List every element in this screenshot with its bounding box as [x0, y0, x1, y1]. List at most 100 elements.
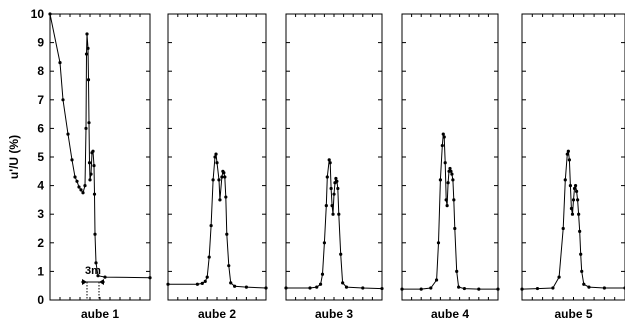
- data-point: [84, 126, 88, 130]
- panels-group: 0 1 2 3 4 5 6 7 8 9 10 aube 1 aube 2 aube 3 aube 4 aube…: [31, 7, 625, 321]
- data-point: [214, 152, 218, 156]
- data-point: [580, 269, 584, 273]
- data-point: [233, 284, 237, 288]
- panel-2: aube 2: [166, 13, 268, 321]
- data-point: [203, 279, 207, 284]
- data-point: [572, 186, 577, 191]
- data-point: [331, 212, 335, 216]
- data-point: [336, 186, 340, 191]
- data-point: [83, 184, 87, 188]
- data-point: [89, 172, 93, 176]
- data-point: [573, 184, 578, 188]
- data-point: [195, 282, 199, 286]
- data-point: [325, 175, 329, 179]
- panel-label: aube 3: [315, 307, 353, 321]
- data-point: [448, 166, 452, 171]
- data-point: [520, 287, 524, 291]
- y-tick-label: 6: [37, 121, 44, 135]
- data-point: [434, 278, 439, 282]
- data-point: [229, 281, 233, 285]
- data-point: [444, 198, 448, 202]
- data-point: [166, 282, 170, 286]
- data-point: [337, 212, 341, 216]
- data-point: [315, 285, 319, 289]
- data-point: [577, 212, 581, 216]
- panel-5: aube 5: [520, 13, 625, 321]
- panel-frame: [285, 13, 383, 301]
- data-point: [93, 232, 97, 236]
- data-point: [579, 252, 583, 256]
- y-tick-label: 1: [37, 264, 44, 278]
- y-tick-label: 5: [37, 150, 44, 164]
- panel-4: aube 4: [400, 13, 500, 321]
- y-tick-label: 10: [31, 7, 45, 21]
- data-point: [322, 241, 326, 245]
- data-point: [103, 275, 107, 279]
- data-point: [442, 135, 446, 139]
- y-tick-label: 4: [37, 179, 44, 193]
- data-point: [77, 185, 81, 189]
- data-point: [220, 175, 224, 179]
- y-tick-label: 2: [37, 236, 44, 250]
- data-point: [561, 226, 565, 231]
- data-point: [566, 149, 570, 153]
- data-point: [91, 149, 95, 153]
- data-point: [574, 189, 579, 193]
- data-point: [462, 286, 466, 291]
- data-point: [213, 155, 217, 159]
- data-point: [92, 192, 97, 196]
- y-axis-label: u'/U (%): [7, 135, 21, 179]
- data-point: [70, 158, 74, 162]
- data-point: [87, 161, 92, 165]
- data-point: [81, 191, 85, 195]
- data-point: [445, 204, 449, 208]
- data-point: [571, 198, 576, 202]
- data-point: [215, 161, 219, 165]
- data-point: [73, 175, 77, 179]
- panel-3: aube 3: [284, 13, 384, 321]
- y-tick-label: 7: [37, 93, 44, 107]
- data-point: [329, 186, 333, 191]
- data-point: [58, 61, 62, 65]
- y-tick-label: 8: [37, 64, 44, 78]
- data-point: [284, 286, 288, 290]
- data-point: [320, 272, 325, 276]
- data-point: [436, 241, 441, 245]
- panel-frame: [49, 13, 151, 301]
- data-point: [75, 179, 79, 183]
- data-point: [86, 46, 90, 50]
- data-point: [244, 285, 248, 289]
- data-point: [87, 121, 91, 125]
- data-point: [225, 232, 229, 236]
- data-point: [582, 282, 586, 286]
- data-point: [344, 285, 349, 289]
- data-point: [94, 261, 98, 265]
- data-point: [222, 171, 226, 175]
- series-line: [49, 13, 151, 279]
- data-point: [339, 252, 343, 256]
- panel-frame: [167, 13, 267, 301]
- data-point: [453, 226, 457, 231]
- data-point: [334, 176, 338, 181]
- data-point: [328, 161, 332, 165]
- data-point: [223, 175, 227, 179]
- data-point: [565, 152, 569, 156]
- data-point: [477, 287, 481, 291]
- data-point: [551, 286, 555, 290]
- data-point: [92, 163, 96, 168]
- data-point: [535, 286, 540, 291]
- y-tick-label: 3: [37, 207, 44, 221]
- data-point: [327, 158, 331, 162]
- data-point: [148, 276, 152, 280]
- data-point: [457, 285, 461, 289]
- series-line: [402, 133, 498, 290]
- arrow-left-icon: [82, 279, 87, 285]
- data-point: [79, 188, 83, 192]
- data-point: [218, 198, 222, 202]
- data-point: [308, 286, 312, 290]
- data-point: [335, 179, 339, 183]
- data-point: [207, 255, 211, 259]
- panel-label: aube 5: [554, 307, 592, 321]
- data-point: [438, 178, 442, 182]
